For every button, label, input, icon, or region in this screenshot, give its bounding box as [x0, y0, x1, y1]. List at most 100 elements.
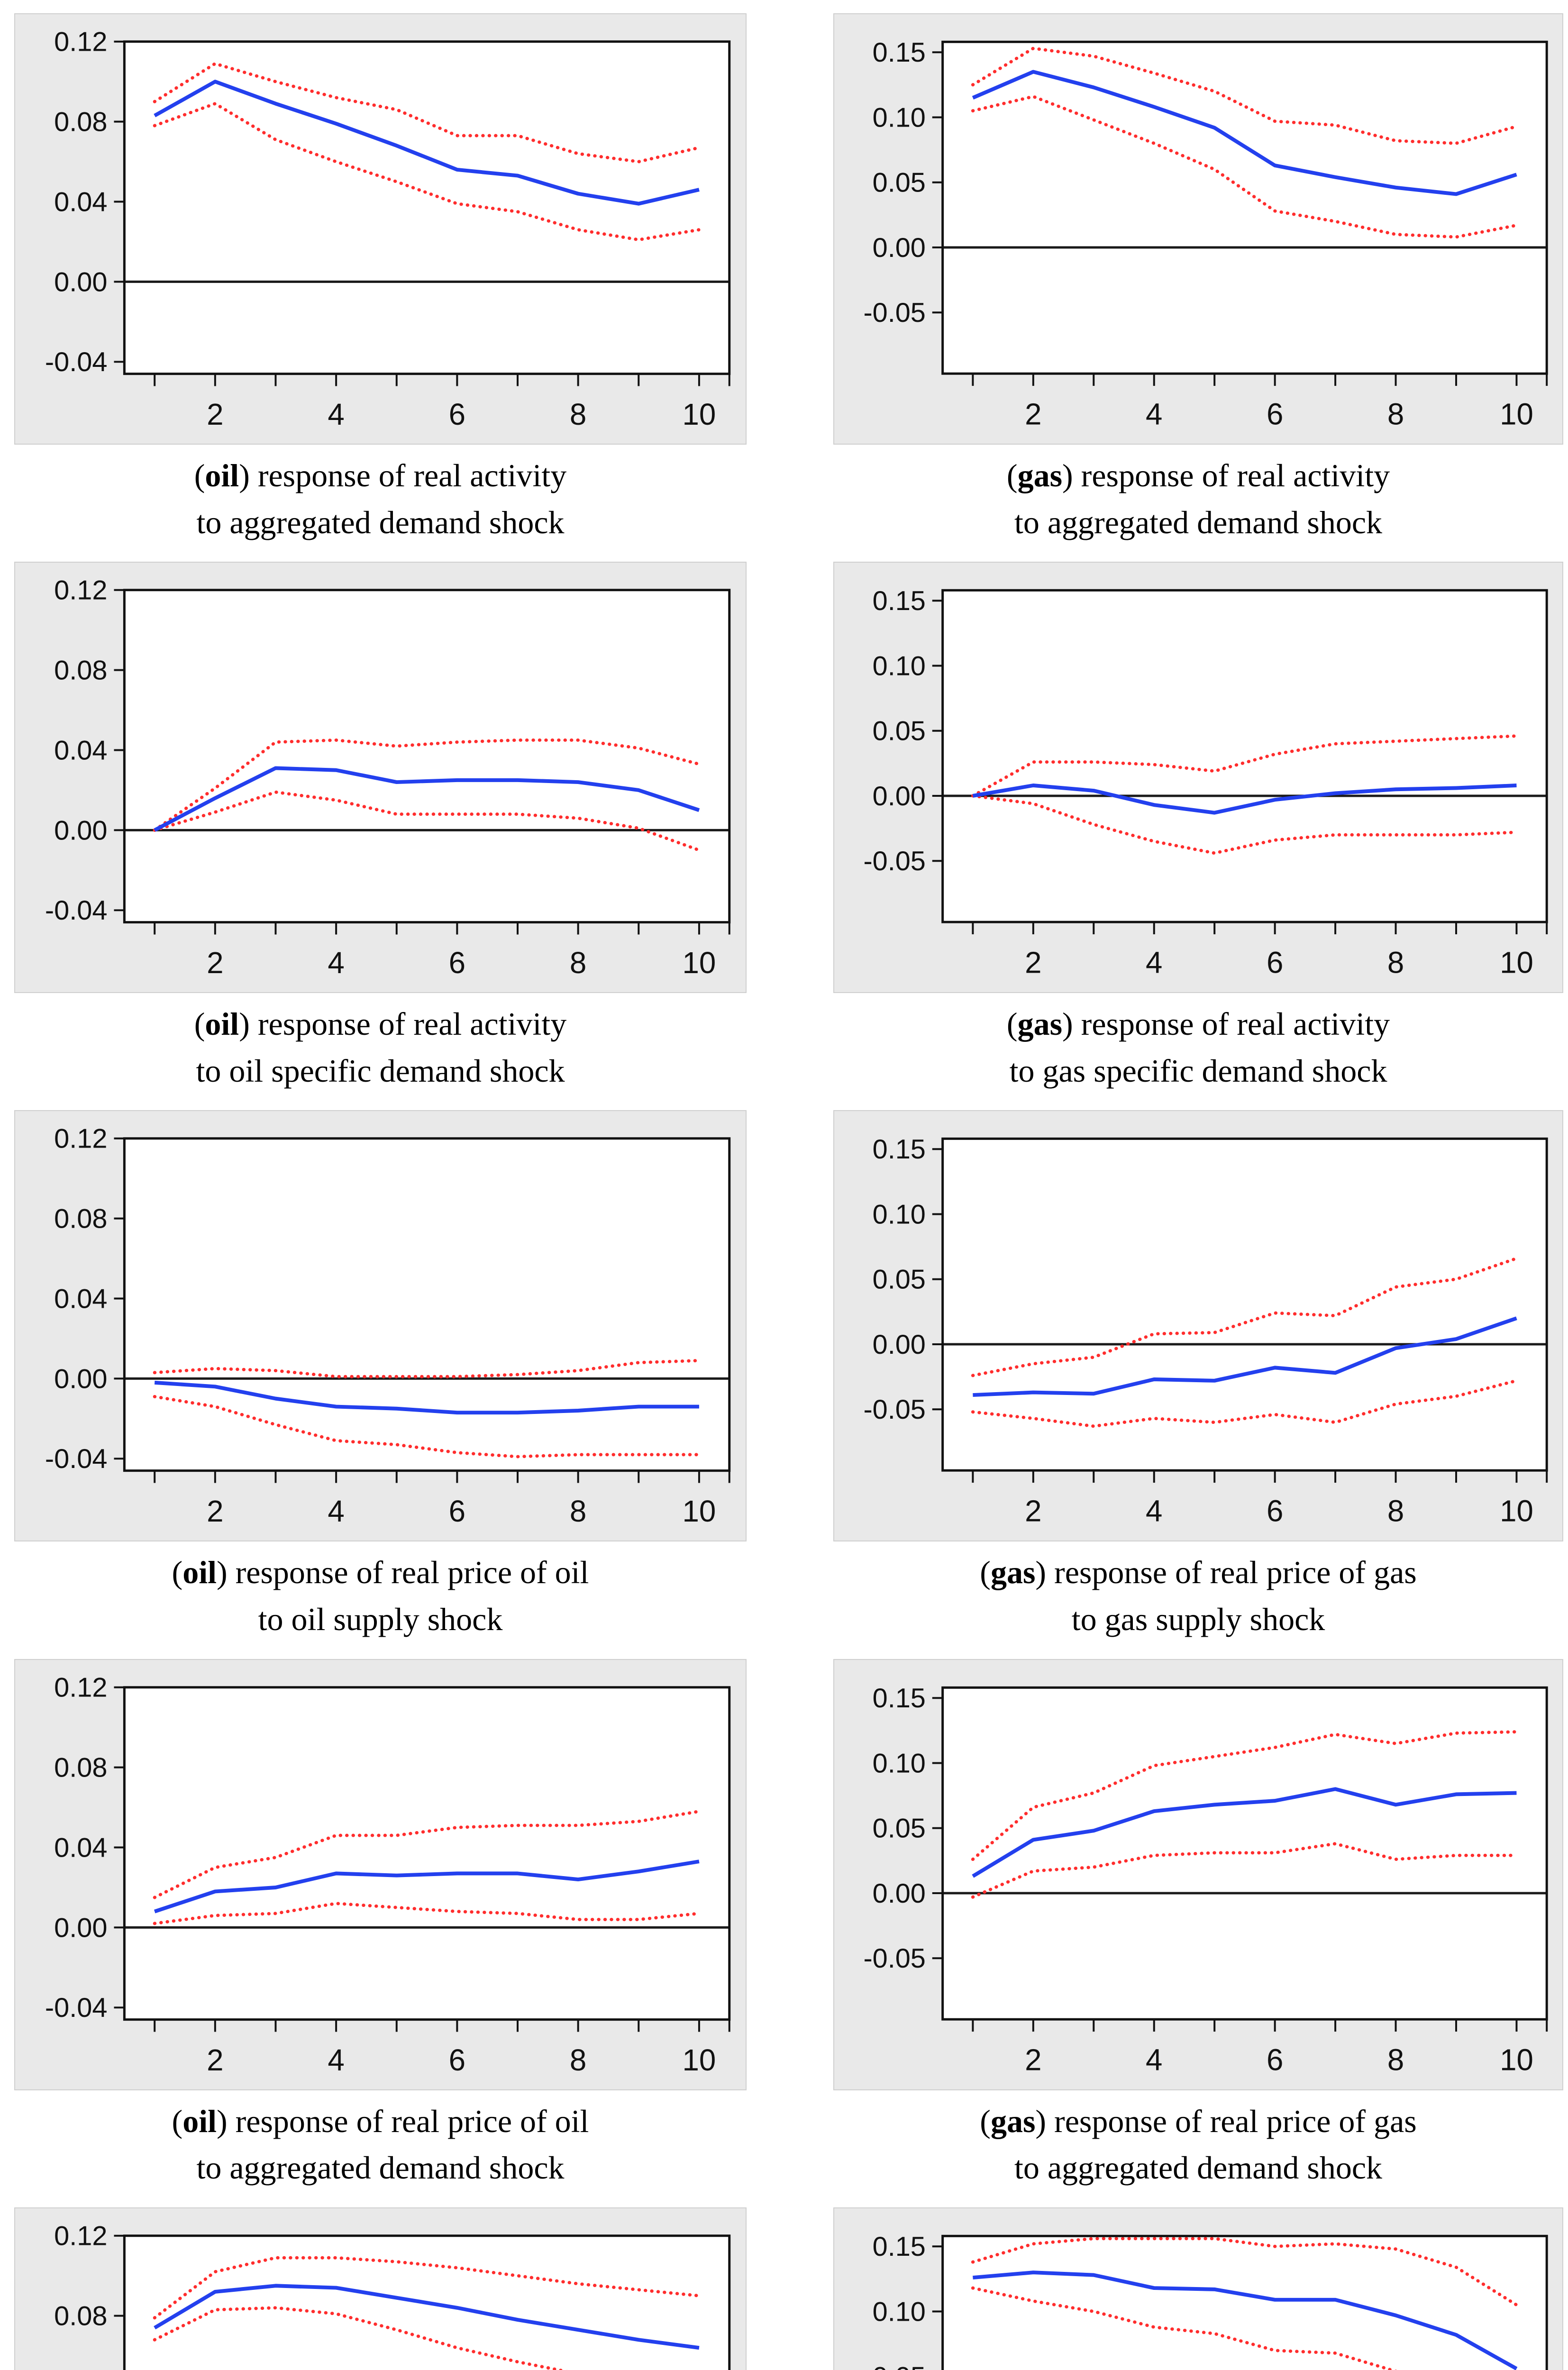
- plot-area: [124, 590, 729, 922]
- upper-band-line: [153, 62, 701, 164]
- x-axis-tick-label: 10: [683, 1495, 716, 1529]
- y-axis-tick-label: 0.08: [54, 2301, 107, 2331]
- y-axis-tick-label: -0.04: [45, 895, 108, 926]
- x-axis-tick-label: 6: [449, 1495, 465, 1529]
- caption-keyword: gas: [1017, 1006, 1063, 1042]
- y-axis-tick-label: 0.00: [54, 816, 107, 846]
- chart-cell-gas-7: 0.15 0.10 0.05 0.00 -0.05 2 4 6 8 10 (gas) respons…: [833, 1659, 1563, 2191]
- chart-cell-gas-5: 0.15 0.10 0.05 0.00 -0.05 2 4 6 8 10 (gas) respons…: [833, 1110, 1563, 1642]
- caption-open-paren: (: [980, 1554, 991, 1591]
- chart-panel: 0.15 0.10 0.05 0.00 -0.05 2 4 6 8 10: [833, 562, 1563, 994]
- caption-line-1-rest: ) response of real activity: [1062, 1006, 1390, 1042]
- y-axis-tick-label: 0.10: [873, 2297, 926, 2327]
- x-axis-tick-label: 6: [449, 946, 465, 980]
- x-axis-tick-label: 10: [1500, 2043, 1533, 2077]
- y-axis-tick-label: 0.04: [54, 1284, 107, 1314]
- caption-line-2: to gas supply shock: [1071, 1601, 1325, 1637]
- plot-area: [942, 2236, 1547, 2370]
- y-axis-tick-label: 0.00: [54, 267, 107, 297]
- x-axis-tick-label: 2: [1025, 946, 1041, 980]
- caption-line-1: (oil) response of real activity: [14, 1001, 747, 1048]
- caption-line-1-rest: ) response of real activity: [239, 1006, 567, 1042]
- lower-band-line: [971, 794, 1518, 855]
- caption-line-2: to gas specific demand shock: [1009, 1052, 1387, 1089]
- y-axis-tick-label: 0.12: [54, 575, 107, 606]
- y-axis-tick-label: 0.10: [873, 1200, 926, 1230]
- chart-cell-oil-4: 0.12 0.08 0.04 0.00 -0.04 2 4 6 8 10 (oil) respons…: [14, 1110, 747, 1642]
- chart-caption: (gas) response of real price of gas to ag…: [833, 2098, 1563, 2191]
- plot-frame: [941, 1686, 1548, 2021]
- chart-panel: 0.15 0.10 0.05 0.00 -0.05 2 4 6 8 10: [833, 13, 1563, 445]
- chart-cell-oil-6: 0.12 0.08 0.04 0.00 -0.04 2 4 6 8 10 (oil) respons…: [14, 1659, 747, 2191]
- x-axis-tick-label: 8: [1387, 946, 1404, 980]
- response-line: [972, 70, 1517, 196]
- irf-plot-svg: 0.12 0.08 0.04 0.00 -0.04 2 4 6 8 10: [45, 575, 731, 980]
- x-axis-tick-label: 4: [1146, 1495, 1162, 1528]
- y-axis-tick-label: -0.04: [45, 1993, 108, 2023]
- x-axis-tick-label: 4: [328, 946, 344, 980]
- x-axis-tick-label: 8: [570, 397, 586, 431]
- caption-line-1-rest: ) response of real price of oil: [217, 1554, 589, 1591]
- plot-area: [124, 1139, 729, 1471]
- x-axis-tick-label: 8: [570, 946, 586, 980]
- x-axis-tick-label: 2: [207, 1495, 223, 1529]
- y-axis-tick-label: 0.12: [54, 2221, 107, 2251]
- caption-line-2: to oil supply shock: [258, 1601, 503, 1637]
- x-axis-tick-label: 6: [1267, 1495, 1283, 1528]
- x-axis-tick-label: 8: [1387, 1495, 1404, 1528]
- y-axis-tick-label: 0.05: [873, 1813, 926, 1843]
- y-axis-tick-label: 0.00: [873, 1878, 926, 1908]
- caption-open-paren: (: [980, 2103, 991, 2139]
- chart-caption: (oil) response of real price of oil to ag…: [14, 2098, 747, 2191]
- x-axis-tick-label: 8: [570, 2043, 586, 2077]
- upper-band-line: [153, 1359, 701, 1379]
- response-line: [154, 1859, 700, 1914]
- response-line: [972, 784, 1517, 815]
- caption-line-1: (oil) response of real price of oil: [14, 1549, 747, 1596]
- chart-panel: 0.12 0.08 0.04 0.00 -0.04 2 4 6 8 10: [14, 1659, 747, 2090]
- y-axis-tick-label: 0.04: [54, 1832, 107, 1863]
- x-axis-tick-label: 6: [449, 397, 465, 431]
- lower-band-line: [971, 95, 1518, 239]
- chart-panel: 0.15 0.10 0.05 0.00 -0.05 2 4 6 8 10: [833, 1659, 1563, 2090]
- upper-band-line: [971, 1730, 1518, 1861]
- caption-open-paren: (: [172, 2103, 183, 2139]
- chart-caption: (oil) response of real price of oil to oi…: [14, 1549, 747, 1642]
- upper-band-line: [153, 738, 701, 832]
- plot-area: [942, 590, 1547, 922]
- caption-line-2: to oil specific demand shock: [196, 1052, 565, 1089]
- caption-line-1: (oil) response of real activity: [14, 452, 747, 499]
- y-axis-tick-label: 0.05: [873, 2361, 926, 2370]
- plot-area: [942, 1139, 1547, 1471]
- upper-band-line: [971, 46, 1518, 145]
- x-axis-tick-label: 10: [1500, 398, 1533, 431]
- y-axis-tick-label: 0.12: [54, 27, 107, 57]
- x-axis-tick-label: 4: [1146, 2043, 1162, 2077]
- y-axis-tick-label: 0.00: [873, 1330, 926, 1360]
- caption-line-2: to aggregated demand shock: [1014, 2150, 1383, 2186]
- y-axis-tick-label: 0.08: [54, 656, 107, 686]
- chart-caption: (oil) response of real activity to oil sp…: [14, 1001, 747, 1094]
- x-axis-tick-label: 4: [1146, 946, 1162, 980]
- y-axis-tick-label: 0.15: [873, 37, 926, 68]
- y-axis-tick-label: 0.00: [873, 781, 926, 811]
- x-axis-tick-label: 2: [1025, 2043, 1041, 2077]
- caption-line-1: (gas) response of real activity: [833, 452, 1563, 499]
- y-axis-tick-label: 0.04: [54, 736, 107, 766]
- plot-frame: [123, 2234, 731, 2370]
- plot-frame: [123, 1686, 731, 2021]
- y-axis-tick-label: 0.15: [873, 1135, 926, 1165]
- caption-keyword: oil: [182, 1554, 217, 1591]
- upper-band-line: [153, 2256, 701, 2320]
- caption-line-1-rest: ) response of real activity: [239, 457, 567, 493]
- response-line: [154, 2284, 700, 2350]
- irf-plot-svg: 0.12 0.08 0.04 0.00 -0.04 2 4 6 8 10: [45, 1672, 731, 2077]
- y-axis-tick-label: -0.05: [863, 846, 925, 876]
- y-axis-tick-label: 0.08: [54, 1752, 107, 1783]
- response-line: [972, 1787, 1517, 1878]
- x-axis-tick-label: 10: [683, 2043, 716, 2077]
